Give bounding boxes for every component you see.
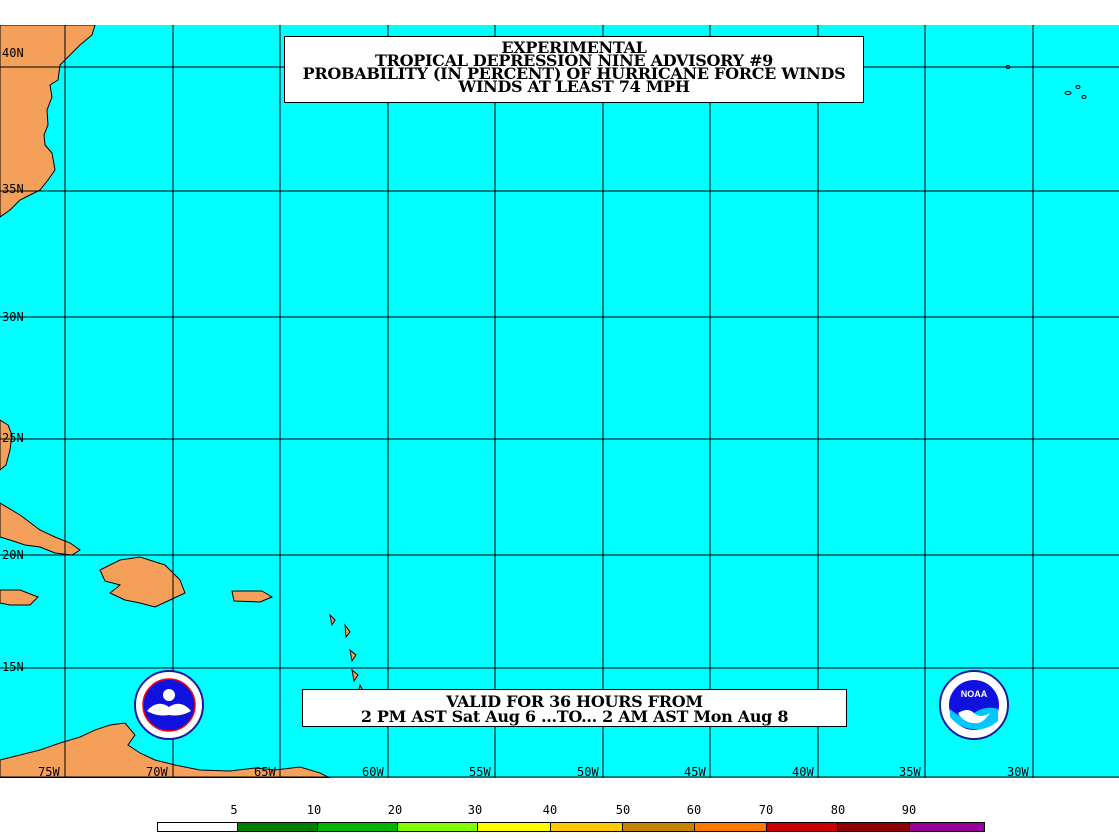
- legend-swatch: [158, 823, 238, 831]
- legend-swatch: [766, 823, 839, 831]
- title-line-1: EXPERIMENTAL: [501, 38, 647, 57]
- lon-label-65w: 65W: [254, 765, 276, 779]
- lat-label-20n: 20N: [2, 548, 24, 562]
- noaa-seal-icon: NOAA: [939, 670, 1009, 740]
- lon-label-30w: 30W: [1007, 765, 1029, 779]
- legend-swatch: [551, 823, 623, 831]
- legend-label: 90: [901, 803, 917, 817]
- valid-time-box: VALID FOR 36 HOURS FROM 2 PM AST Sat Aug…: [302, 689, 847, 727]
- puerto-rico: [231, 590, 274, 603]
- south-america: [0, 722, 331, 778]
- legend-swatch: [910, 823, 985, 831]
- florida-coast: [0, 419, 13, 471]
- nws-seal-icon: [134, 670, 204, 740]
- lon-label-70w: 70W: [146, 765, 168, 779]
- lon-label-50w: 50W: [577, 765, 599, 779]
- lon-label-60w: 60W: [362, 765, 384, 779]
- legend-color-bar: [157, 822, 985, 832]
- noaa-seal-text: NOAA: [961, 689, 988, 699]
- azores-islands: [1005, 65, 1087, 99]
- legend-swatch: [838, 823, 911, 831]
- title-line-3: PROBABILITY (IN PERCENT) OF HURRICANE FO…: [302, 64, 846, 83]
- north-america-coast: [0, 25, 96, 218]
- legend-label: 60: [686, 803, 702, 817]
- legend-swatch: [237, 823, 318, 831]
- lat-label-35n: 35N: [2, 182, 24, 196]
- valid-line-1: VALID FOR 36 HOURS FROM: [446, 692, 703, 711]
- title-line-2: TROPICAL DEPRESSION NINE ADVISORY #9: [374, 51, 774, 70]
- legend-swatch: [622, 823, 695, 831]
- legend-swatch: [317, 823, 399, 831]
- legend-label: 30: [467, 803, 483, 817]
- lesser-antilles: [329, 613, 371, 714]
- lat-label-15n: 15N: [2, 660, 24, 674]
- lon-label-35w: 35W: [899, 765, 921, 779]
- lon-label-75w: 75W: [38, 765, 60, 779]
- legend-label: 50: [615, 803, 631, 817]
- lat-label-40n: 40N: [2, 46, 24, 60]
- grid: [0, 25, 1119, 778]
- jamaica: [0, 589, 39, 606]
- legend-label: 5: [230, 803, 238, 817]
- lat-label-25n: 25N: [2, 431, 24, 445]
- hispaniola: [99, 556, 186, 608]
- legend-labels: 5 10 20 30 40 50 60 70 80 90: [0, 803, 1119, 817]
- ocean: [0, 25, 1119, 778]
- legend-label: 80: [830, 803, 846, 817]
- legend-label: 70: [758, 803, 774, 817]
- probability-map: [0, 25, 1119, 778]
- lat-label-30n: 30N: [2, 310, 24, 324]
- legend-swatch: [478, 823, 552, 831]
- valid-line-2: 2 PM AST Sat Aug 6 ...TO... 2 AM AST Mon…: [360, 707, 789, 726]
- title-box: EXPERIMENTAL TROPICAL DEPRESSION NINE AD…: [284, 36, 864, 103]
- legend-swatch: [398, 823, 479, 831]
- legend-swatch: [694, 823, 767, 831]
- lon-label-55w: 55W: [469, 765, 491, 779]
- legend-label: 40: [542, 803, 558, 817]
- land-masses: [0, 25, 371, 778]
- lon-label-40w: 40W: [792, 765, 814, 779]
- title-line-4: WINDS AT LEAST 74 MPH: [458, 77, 690, 96]
- lon-label-45w: 45W: [684, 765, 706, 779]
- legend-label: 20: [387, 803, 403, 817]
- legend-label: 10: [306, 803, 322, 817]
